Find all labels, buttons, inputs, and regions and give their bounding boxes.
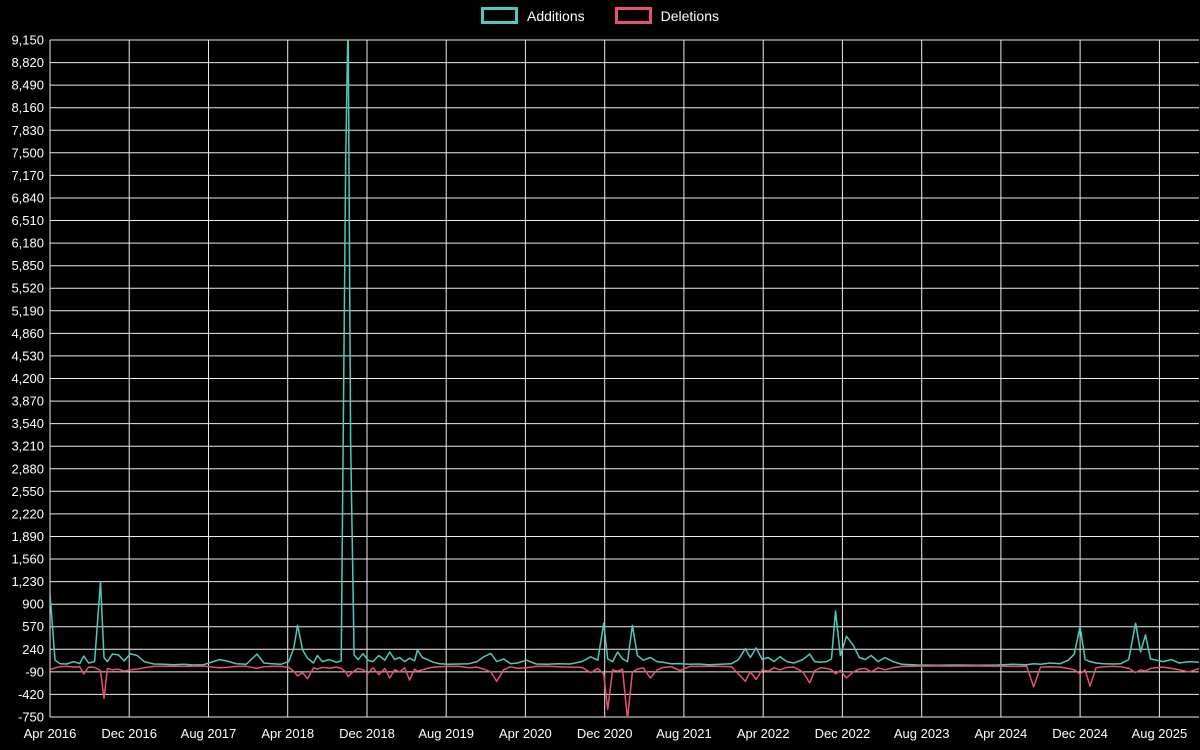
y-tick-label: 1,230: [11, 574, 44, 589]
x-tick-label: Aug 2021: [656, 726, 712, 741]
y-tick-label: 7,830: [11, 123, 44, 138]
y-tick-label: 4,860: [11, 326, 44, 341]
y-tick-label: 5,190: [11, 303, 44, 318]
y-tick-label: -90: [25, 664, 44, 679]
x-tick-label: Aug 2023: [894, 726, 950, 741]
y-tick-label: 6,840: [11, 191, 44, 206]
y-tick-label: 6,180: [11, 236, 44, 251]
y-tick-label: 900: [22, 597, 44, 612]
y-tick-label: 7,500: [11, 145, 44, 160]
y-tick-label: -750: [18, 710, 44, 725]
y-tick-label: 6,510: [11, 213, 44, 228]
y-tick-label: 8,490: [11, 78, 44, 93]
y-tick-label: 2,550: [11, 484, 44, 499]
additions-legend-label: Additions: [527, 7, 585, 24]
y-tick-label: 4,200: [11, 371, 44, 386]
y-tick-label: 5,850: [11, 258, 44, 273]
x-tick-label: Apr 2020: [499, 726, 552, 741]
x-tick-label: Apr 2024: [975, 726, 1028, 741]
x-tick-label: Aug 2025: [1132, 726, 1188, 741]
y-tick-label: 8,820: [11, 55, 44, 70]
y-tick-label: 3,210: [11, 439, 44, 454]
y-tick-label: 4,530: [11, 348, 44, 363]
chart-legend: Additions Deletions: [0, 7, 1200, 24]
deletions-legend-label: Deletions: [660, 7, 719, 24]
y-tick-label: -420: [18, 687, 44, 702]
deletions-line: [50, 665, 1199, 717]
y-tick-label: 8,160: [11, 100, 44, 115]
x-tick-label: Dec 2018: [339, 726, 395, 741]
x-tick-label: Dec 2016: [101, 726, 157, 741]
y-tick-label: 1,890: [11, 529, 44, 544]
y-tick-label: 3,870: [11, 394, 44, 409]
series-group: [50, 40, 1199, 717]
y-tick-label: 2,880: [11, 461, 44, 476]
y-tick-label: 2,220: [11, 506, 44, 521]
y-tick-label: 1,560: [11, 552, 44, 567]
x-tick-label: Dec 2022: [815, 726, 871, 741]
y-tick-label: 3,540: [11, 416, 44, 431]
additions-swatch-icon: [481, 7, 519, 24]
x-tick-label: Dec 2020: [577, 726, 633, 741]
x-tick-label: Apr 2018: [261, 726, 314, 741]
x-tick-label: Apr 2022: [737, 726, 790, 741]
legend-item-additions[interactable]: Additions: [481, 7, 585, 24]
legend-item-deletions[interactable]: Deletions: [614, 7, 719, 24]
x-tick-label: Dec 2024: [1052, 726, 1108, 741]
x-tick-label: Apr 2016: [24, 726, 77, 741]
y-tick-label: 7,170: [11, 168, 44, 183]
y-tick-label: 5,520: [11, 281, 44, 296]
y-tick-label: 240: [22, 642, 44, 657]
additions-line: [50, 40, 1199, 666]
y-tick-label: 9,150: [11, 33, 44, 48]
x-tick-label: Aug 2017: [181, 726, 237, 741]
deletions-swatch-icon: [614, 7, 652, 24]
y-tick-label: 570: [22, 619, 44, 634]
x-tick-label: Aug 2019: [418, 726, 474, 741]
